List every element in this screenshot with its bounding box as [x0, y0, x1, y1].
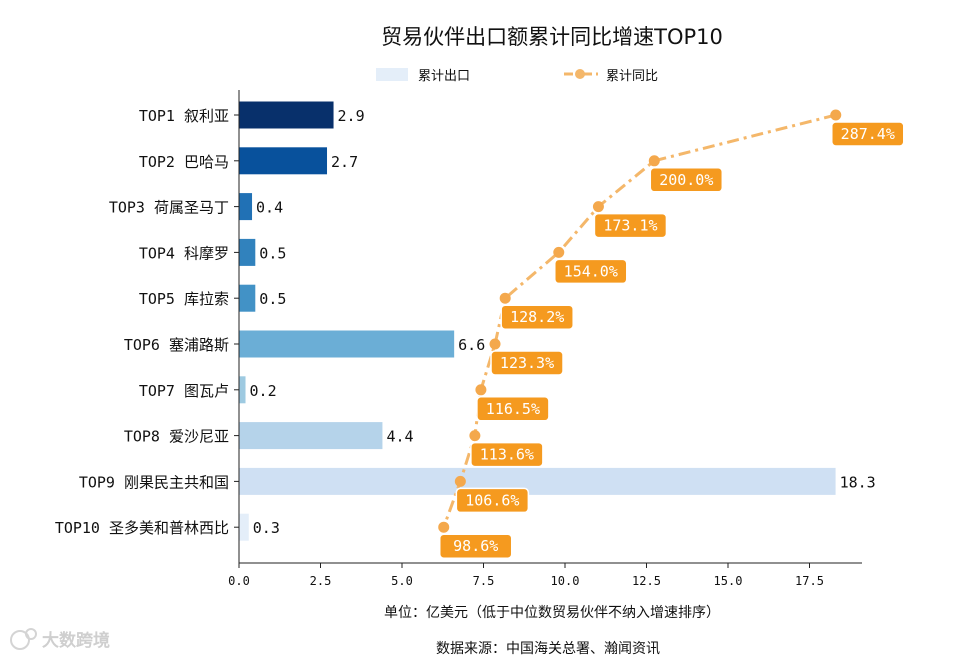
- bar: [239, 238, 256, 266]
- legend-marker-line: [575, 69, 585, 79]
- growth-point: [592, 201, 604, 213]
- growth-point: [830, 109, 842, 121]
- x-tick-label: 12.5: [632, 574, 661, 588]
- x-tick-label: 5.0: [391, 574, 413, 588]
- category-label: TOP10 圣多美和普林西比: [55, 519, 229, 537]
- bar: [239, 101, 334, 129]
- category-label: TOP7 图瓦卢: [139, 382, 229, 400]
- x-tick-label: 7.5: [473, 574, 495, 588]
- legend-swatch-bar: [376, 68, 408, 81]
- percent-label: 128.2%: [510, 308, 564, 326]
- bar-value-label: 18.3: [840, 473, 876, 491]
- axes: 0.0 2.5 5.0 7.5 10.0 12.5 15.0 17.5: [228, 90, 862, 588]
- percent-label: 98.6%: [453, 537, 498, 555]
- value-labels: 2.9 2.7 0.4 0.5 0.5 6.6 0.2 4.4 18.3 0.3: [250, 107, 876, 537]
- bar: [239, 422, 383, 450]
- growth-point: [648, 155, 660, 167]
- percent-label-box: [470, 441, 544, 468]
- legend-label-bar: 累计出口: [418, 69, 470, 84]
- percent-label-box: [500, 304, 574, 330]
- growth-point: [553, 246, 565, 258]
- x-tick-label: 10.0: [551, 574, 580, 588]
- category-label: TOP6 塞浦路斯: [124, 336, 229, 354]
- percent-label-box: [554, 258, 628, 285]
- bar-series: [239, 101, 836, 541]
- bar-value-label: 2.9: [338, 107, 365, 125]
- bar: [239, 376, 246, 404]
- legend: 累计出口 累计同比: [376, 68, 658, 84]
- growth-point: [438, 521, 450, 533]
- category-label: TOP2 巴哈马: [139, 153, 229, 171]
- x-tick-label: 2.5: [310, 574, 332, 588]
- bar-value-label: 0.4: [256, 199, 283, 217]
- category-labels: TOP1 叙利亚 TOP2 巴哈马 TOP3 荷属圣马丁 TOP4 科摩罗 TOP5 库…: [55, 107, 229, 537]
- category-label: TOP8 爱沙尼亚: [124, 428, 229, 446]
- percent-label-box: [455, 487, 530, 514]
- category-label: TOP4 科摩罗: [139, 244, 229, 262]
- bar-value-label: 4.4: [386, 428, 413, 446]
- x-tick-label: 15.0: [714, 574, 743, 588]
- bar-value-label: 0.2: [250, 382, 277, 400]
- x-tick-label: 0.0: [228, 574, 250, 588]
- percent-label-box: [438, 533, 513, 559]
- legend-label-line: 累计同比: [606, 69, 658, 84]
- bar-value-label: 6.6: [458, 336, 485, 354]
- bar: [239, 193, 253, 221]
- growth-point: [499, 292, 511, 304]
- percent-label-box: [649, 167, 724, 193]
- growth-point: [469, 430, 481, 442]
- bar-value-label: 0.3: [253, 519, 280, 537]
- watermark-logo-icon: [10, 628, 37, 650]
- growth-point: [475, 384, 487, 396]
- growth-point: [489, 338, 501, 350]
- source-note: 数据来源：中国海关总署、瀚闻资讯: [436, 641, 660, 657]
- percent-label: 154.0%: [564, 262, 618, 280]
- percent-label-box: [490, 350, 564, 376]
- watermark-text: 大数跨境: [42, 630, 110, 651]
- bar: [239, 330, 455, 358]
- percent-label: 200.0%: [659, 171, 713, 189]
- percent-label: 113.6%: [480, 446, 534, 464]
- category-label: TOP5 库拉索: [139, 290, 229, 308]
- category-label: TOP9 刚果民主共和国: [79, 473, 229, 491]
- percent-label: 173.1%: [603, 217, 657, 235]
- growth-point: [454, 475, 466, 487]
- bar: [239, 513, 249, 541]
- category-label: TOP3 荷属圣马丁: [109, 199, 229, 217]
- line-series: [438, 109, 842, 533]
- growth-line: [442, 113, 837, 528]
- bar: [239, 467, 836, 495]
- percent-label-box: [476, 396, 550, 422]
- percent-labels: 287.4% 200.0% 173.1% 154.0% 128.2% 123.3% 116.…: [438, 121, 905, 559]
- percent-label: 116.5%: [486, 400, 540, 418]
- watermark: 大数跨境: [10, 628, 110, 651]
- bar: [239, 284, 256, 312]
- percent-label: 287.4%: [841, 125, 895, 143]
- chart-title: 贸易伙伴出口额累计同比增速TOP10: [381, 25, 723, 49]
- percent-label: 123.3%: [500, 354, 554, 372]
- percent-label: 106.6%: [465, 491, 519, 509]
- category-label: TOP1 叙利亚: [139, 107, 229, 125]
- x-axis-title: 单位：亿美元（低于中位数贸易伙伴不纳入增速排序）: [384, 605, 720, 621]
- bar-value-label: 2.7: [331, 153, 358, 171]
- bar-value-label: 0.5: [259, 244, 286, 262]
- x-tick-label: 17.5: [795, 574, 824, 588]
- percent-label-box: [831, 121, 905, 147]
- bar: [239, 147, 328, 175]
- percent-label-box: [593, 212, 668, 239]
- bar-value-label: 0.5: [259, 290, 286, 308]
